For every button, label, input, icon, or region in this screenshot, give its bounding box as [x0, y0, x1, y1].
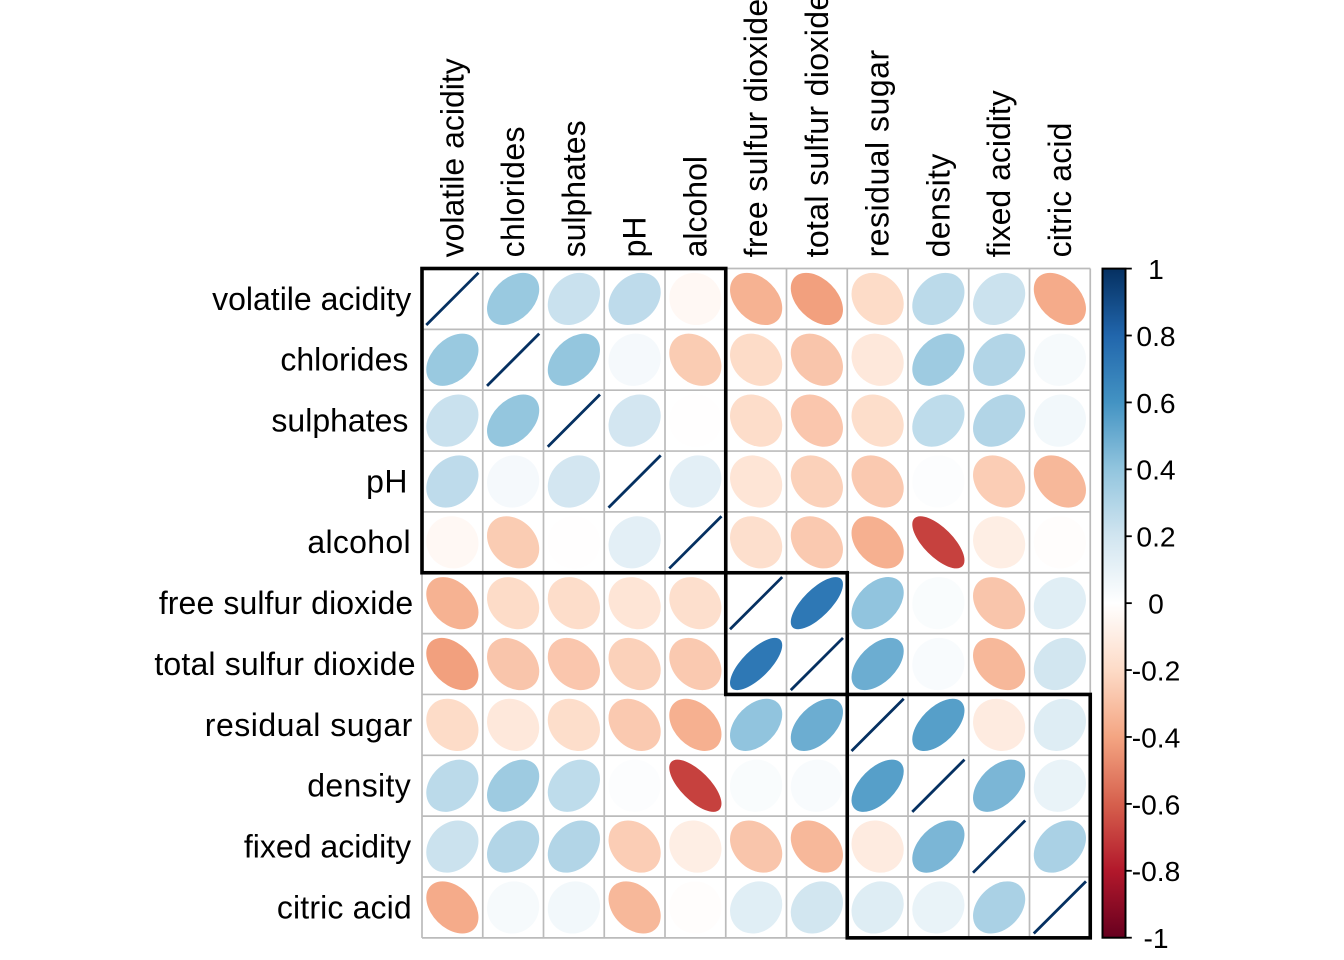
svg-text:chlorides: chlorides	[280, 342, 408, 378]
svg-text:alcohol: alcohol	[307, 524, 411, 560]
svg-text:alcohol: alcohol	[677, 156, 713, 257]
svg-text:pH: pH	[366, 463, 408, 499]
svg-text:density: density	[920, 153, 956, 257]
svg-text:-0.8: -0.8	[1132, 855, 1181, 887]
svg-text:total sulfur dioxide: total sulfur dioxide	[154, 646, 415, 682]
svg-text:chlorides: chlorides	[495, 126, 531, 257]
svg-text:-0.4: -0.4	[1132, 721, 1181, 753]
svg-text:citric acid: citric acid	[277, 889, 412, 925]
svg-text:0: 0	[1148, 588, 1164, 620]
svg-text:free sulfur dioxide: free sulfur dioxide	[159, 585, 413, 621]
svg-text:fixed acidity: fixed acidity	[244, 828, 411, 864]
svg-text:density: density	[307, 768, 411, 804]
svg-text:residual sugar: residual sugar	[205, 707, 413, 743]
svg-text:volatile acidity: volatile acidity	[212, 281, 411, 317]
svg-text:free sulfur dioxide: free sulfur dioxide	[738, 0, 774, 257]
svg-text:citric acid: citric acid	[1042, 122, 1078, 257]
svg-text:0.4: 0.4	[1136, 454, 1175, 486]
svg-text:0.2: 0.2	[1136, 521, 1175, 553]
svg-text:fixed acidity: fixed acidity	[981, 90, 1017, 257]
svg-text:-0.2: -0.2	[1132, 654, 1181, 686]
svg-text:sulphates: sulphates	[556, 120, 592, 257]
svg-text:residual sugar: residual sugar	[860, 49, 896, 257]
svg-text:-0.6: -0.6	[1132, 788, 1181, 820]
svg-text:1: 1	[1148, 253, 1164, 285]
svg-text:volatile acidity: volatile acidity	[434, 58, 470, 257]
svg-text:0.6: 0.6	[1136, 387, 1175, 419]
svg-text:total sulfur dioxide: total sulfur dioxide	[799, 0, 835, 257]
svg-text:0.8: 0.8	[1136, 320, 1175, 352]
svg-text:pH: pH	[617, 216, 653, 257]
svg-text:sulphates: sulphates	[271, 403, 408, 439]
svg-text:-1: -1	[1143, 922, 1168, 954]
